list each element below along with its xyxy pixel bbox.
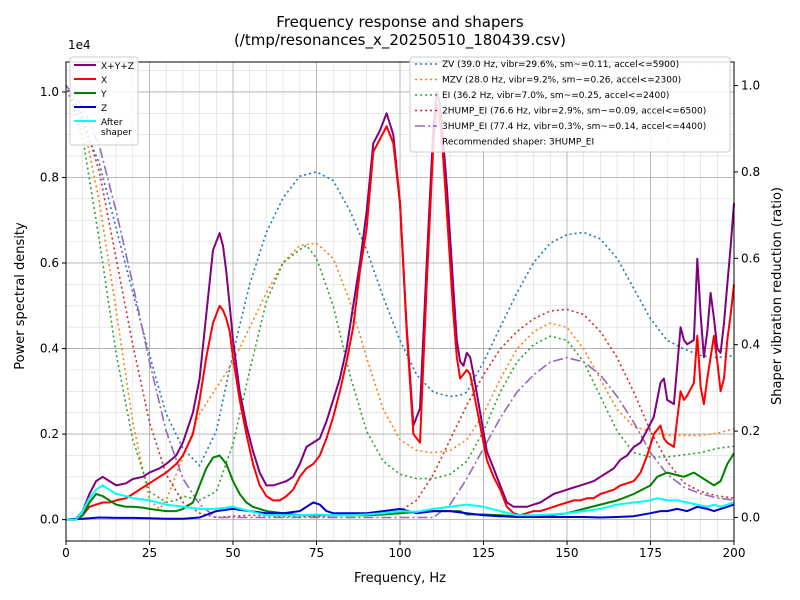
legend-shaper-label: 3HUMP_EI (77.4 Hz, vibr=0.3%, sm~=0.14, …: [442, 122, 706, 132]
x-tick-label: 200: [723, 546, 746, 560]
x-tick-label: 175: [639, 546, 662, 560]
shaper-line-ei: [65, 85, 735, 504]
legend-psd-label: Z: [101, 104, 107, 114]
y-tick-label: 1.0: [40, 85, 59, 99]
x-tick-label: 0: [62, 546, 70, 560]
y2-tick-label: 0.0: [741, 510, 760, 524]
legend-shaper-label: ZV (39.0 Hz, vibr=29.6%, sm~=0.11, accel…: [442, 60, 679, 70]
y-tick-label: 0.6: [40, 256, 59, 270]
x-axis-label: Frequency, Hz: [354, 571, 446, 586]
y-tick-label: 0.4: [40, 342, 59, 356]
psd-line-after: [66, 484, 735, 521]
recommended-shaper-text: Recommended shaper: 3HUMP_EI: [442, 138, 594, 148]
chart-title: Frequency response and shapers: [276, 13, 524, 31]
x-tick-label: 125: [472, 546, 495, 560]
y-tick-label: 0.0: [40, 513, 59, 527]
chart-subtitle: (/tmp/resonances_x_20250510_180439.csv): [234, 31, 566, 50]
legend-shaper-label: EI (36.2 Hz, vibr=7.0%, sm~=0.25, accel<…: [442, 91, 669, 101]
y2-tick-label: 0.6: [741, 251, 760, 265]
legend-psd-label: X: [101, 76, 107, 86]
y-axis-label: Power spectral density: [13, 222, 28, 370]
legend-psd-label: X+Y+Z: [101, 62, 134, 72]
y2-tick-label: 0.4: [741, 338, 760, 352]
legend-shaper-label: MZV (28.0 Hz, vibr=9.2%, sm~=0.26, accel…: [442, 76, 681, 86]
y2-tick-label: 0.2: [741, 424, 760, 438]
legend-psd-label: Y: [100, 90, 107, 100]
x-tick-label: 50: [225, 546, 240, 560]
legend-psd-label: After shaper: [101, 118, 132, 138]
y2-axis-label: Shaper vibration reduction (ratio): [770, 187, 785, 405]
x-tick-label: 75: [309, 546, 324, 560]
x-tick-label: 100: [389, 546, 412, 560]
shaper-line-zv: [65, 85, 735, 467]
legend-psd: X+Y+Z XYZ After shaper: [69, 56, 139, 146]
legend-shapers-box: [409, 56, 731, 153]
y2-tick-label: 0.8: [741, 165, 760, 179]
y-tick-label: 0.8: [40, 170, 59, 184]
shaper-line-mzv: [65, 85, 735, 510]
y2-tick-label: 1.0: [741, 79, 760, 93]
y-tick-label: 0.2: [40, 427, 59, 441]
x-tick-label: 25: [142, 546, 157, 560]
y-axis-multiplier: 1e4: [68, 38, 91, 52]
psd-line-z: [65, 501, 735, 521]
legend-shaper-label: 2HUMP_EI (76.6 Hz, vibr=2.9%, sm~=0.09, …: [442, 107, 706, 117]
x-tick-label: 150: [556, 546, 579, 560]
axis-ticks: 0 25 50 75 100 125 150 175 200 0.0 0.2 0.4 0.6 0.8 1.0…: [40, 79, 760, 560]
legend-shapers: Recommended shaper: 3HUMP_EI ZV (39.0 Hz…: [409, 56, 731, 153]
